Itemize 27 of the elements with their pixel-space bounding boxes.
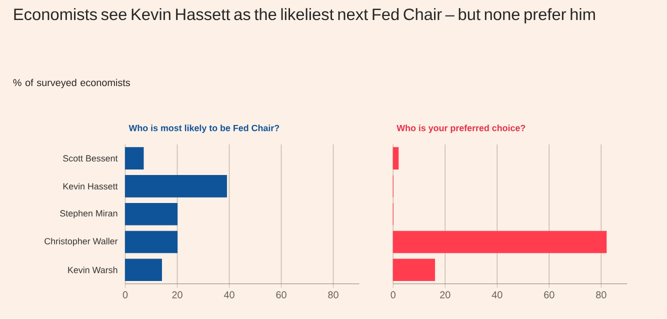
x-tick-label: 80	[328, 291, 338, 298]
y-tick-label: Scott Bessent	[63, 155, 118, 162]
y-tick-label: Stephen Miran	[60, 210, 118, 218]
bar	[392, 258, 436, 282]
bar	[392, 147, 399, 170]
x-tick-label: 40	[224, 291, 234, 298]
y-tick-label: Kevin Warsh	[68, 266, 118, 274]
x-tick-label: 20	[440, 291, 450, 298]
bar	[124, 175, 227, 198]
x-tick-label: 20	[172, 291, 182, 298]
bar	[124, 230, 178, 254]
x-tick-label: 60	[544, 291, 554, 298]
y-tick-label: Christopher Waller	[44, 238, 118, 246]
y-tick-label: Kevin Hassett	[63, 183, 118, 190]
bar	[392, 230, 607, 254]
chart-title: Who is your preferred choice?	[396, 124, 526, 134]
x-tick-label: 60	[276, 291, 286, 298]
x-tick-label: 0	[390, 291, 396, 298]
x-tick-label: 40	[492, 291, 502, 298]
text: Economists see Kevin Hassett as the likeliest next Fed Chair – but none prefer him	[14, 8, 595, 24]
x-tick-label: 0	[122, 291, 128, 298]
text: % of surveyed economists	[13, 79, 130, 88]
bar	[124, 258, 162, 282]
bar	[124, 147, 144, 170]
chart-title: Who is most likely to be Fed Chair?	[128, 124, 280, 134]
bar	[124, 203, 178, 226]
x-tick-label: 80	[596, 291, 606, 298]
